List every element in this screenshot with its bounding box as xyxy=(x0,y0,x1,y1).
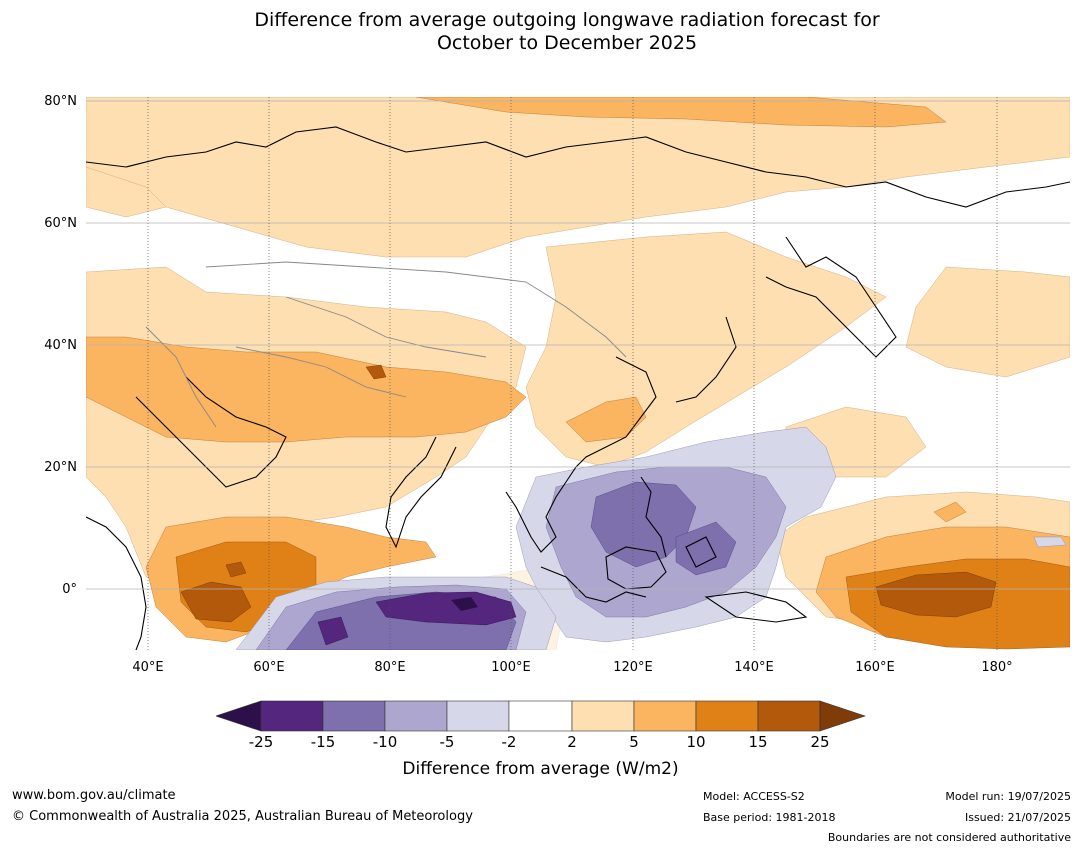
lon-label-140e: 140°E xyxy=(734,660,774,675)
colorbar-segment xyxy=(571,700,635,732)
lon-label-80e: 80°E xyxy=(374,660,406,675)
model-run-date: Model run: 19/07/2025 xyxy=(945,790,1071,803)
colorbar-label: Difference from average (W/m2) xyxy=(402,759,679,779)
colorbar-tick: 5 xyxy=(629,733,639,751)
colorbar-segment xyxy=(633,700,697,732)
lat-label-equator: 0° xyxy=(62,582,77,597)
website-link[interactable]: www.bom.gov.au/climate xyxy=(12,788,176,803)
colorbar-tick: 2 xyxy=(567,733,577,751)
colorbar-segment xyxy=(322,700,386,732)
colorbar-tick: -25 xyxy=(248,733,274,751)
lon-label-120e: 120°E xyxy=(613,660,653,675)
lon-label-40e: 40°E xyxy=(132,660,164,675)
lon-label-180: 180° xyxy=(981,660,1013,675)
latitude-gridlines xyxy=(86,100,1070,590)
base-period: Base period: 1981-2018 xyxy=(703,811,836,824)
anomaly-map-canvas xyxy=(86,97,1070,650)
lat-label-20n: 20°N xyxy=(44,460,77,475)
colorbar-segment xyxy=(384,700,448,732)
title-line-2: October to December 2025 xyxy=(436,32,698,54)
model-name: Model: ACCESS-S2 xyxy=(703,790,805,803)
longitude-gridlines xyxy=(147,97,998,650)
shading-minus25-to-minus15 xyxy=(317,591,517,646)
colorbar-segment xyxy=(446,700,510,732)
boundaries-disclaimer: Boundaries are not considered authoritat… xyxy=(827,831,1071,844)
colorbar-segment xyxy=(757,700,821,732)
colorbar-high-extension xyxy=(819,700,866,732)
colorbar-tick: 25 xyxy=(810,733,830,751)
lat-label-40n: 40°N xyxy=(44,338,77,353)
lat-label-80n: 80°N xyxy=(44,94,77,109)
coastlines xyxy=(86,126,1070,650)
colorbar xyxy=(215,700,866,732)
lon-label-100e: 100°E xyxy=(491,660,531,675)
colorbar-tick: 10 xyxy=(686,733,706,751)
colorbar-segment xyxy=(508,700,573,732)
colorbar-tick: -2 xyxy=(501,733,517,751)
lon-label-60e: 60°E xyxy=(253,660,285,675)
colorbar-tick: -10 xyxy=(372,733,398,751)
shading-15-to-25 xyxy=(180,364,997,623)
copyright-text: © Commonwealth of Australia 2025, Austra… xyxy=(12,809,473,824)
anomaly-map xyxy=(86,97,1070,650)
colorbar-segment xyxy=(260,700,324,732)
issued-date: Issued: 21/07/2025 xyxy=(964,811,1071,824)
colorbar-tick: -5 xyxy=(439,733,455,751)
shading-below-minus25 xyxy=(451,597,478,611)
lat-label-60n: 60°N xyxy=(44,216,77,231)
colorbar-segment xyxy=(695,700,759,732)
lon-label-160e: 160°E xyxy=(855,660,895,675)
colorbar-graphic xyxy=(215,700,866,732)
colorbar-tick: -15 xyxy=(310,733,336,751)
colorbar-low-extension xyxy=(215,700,262,732)
colorbar-tick: 15 xyxy=(748,733,768,751)
title-line-1: Difference from average outgoing longwav… xyxy=(254,9,880,31)
map-title: Difference from average outgoing longwav… xyxy=(0,9,1081,55)
country-boundaries xyxy=(145,261,627,428)
